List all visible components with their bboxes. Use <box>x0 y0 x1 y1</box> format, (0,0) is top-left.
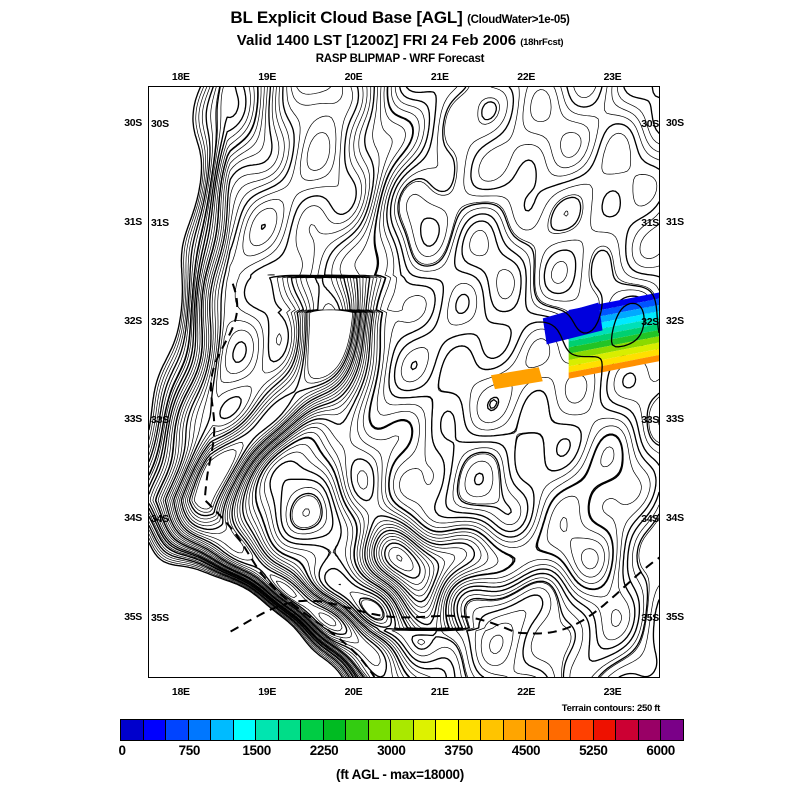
axis-tick-top-0: 18E <box>171 71 190 83</box>
colorbar-tick-0: 0 <box>118 743 126 758</box>
colorbar-scale[interactable] <box>120 719 684 741</box>
colorbar-container: 0 750 1500 2250 3000 3750 4500 5250 6000 <box>118 719 684 761</box>
colorbar-swatch-9 <box>323 720 347 740</box>
colorbar-tick-6: 4500 <box>511 743 541 758</box>
colorbar-swatch-24 <box>661 720 683 740</box>
axis-tick-left-4: 34S <box>124 512 142 525</box>
axis-tick-top-3: 21E <box>430 71 449 83</box>
colorbar-swatch-5 <box>233 720 257 740</box>
axis-tick-bottom-1: 19E <box>258 686 277 698</box>
axis-tick-right-5: 35S <box>666 610 684 623</box>
colorbar-swatch-21 <box>593 720 617 740</box>
title-main-text: BL Explicit Cloud Base [AGL] <box>230 8 463 27</box>
axis-tick-bottom-4: 22E <box>517 686 536 698</box>
colorbar-swatch-7 <box>278 720 302 740</box>
axis-tick-left-2: 32S <box>124 314 142 327</box>
colorbar-swatch-15 <box>458 720 482 740</box>
colorbar-swatch-13 <box>413 720 437 740</box>
axis-tick-bottom-0: 18E <box>171 686 190 698</box>
colorbar-swatch-19 <box>548 720 572 740</box>
valid-time-text: Valid 1400 LST [1200Z] FRI 24 Feb 2006 <box>236 32 517 49</box>
axis-tick-right-1: 31S <box>666 216 684 229</box>
colorbar-swatch-16 <box>481 720 504 740</box>
colorbar-swatch-20 <box>571 720 594 740</box>
colorbar-swatch-3 <box>188 720 212 740</box>
axis-tick-right-0: 30S <box>666 117 684 130</box>
axis-tick-top-5: 23E <box>603 71 622 83</box>
colorbar-swatch-6 <box>256 720 279 740</box>
colorbar-swatch-11 <box>368 720 392 740</box>
colorbar-tick-labels: 0 750 1500 2250 3000 3750 4500 5250 6000 <box>118 743 684 761</box>
axis-tick-left-3: 33S <box>124 413 142 426</box>
colorbar-tick-4: 3000 <box>377 743 406 758</box>
axis-tick-right-3: 33S <box>666 413 684 426</box>
axis-tick-bottom-3: 21E <box>430 686 449 698</box>
forecast-hour-badge: (18hrFcst) <box>520 37 564 48</box>
page-title: BL Explicit Cloud Base [AGL] (CloudWater… <box>0 8 800 28</box>
colorbar-swatch-12 <box>391 720 414 740</box>
axis-tick-top-1: 19E <box>258 71 277 83</box>
colorbar-swatch-10 <box>346 720 369 740</box>
map-plot-frame[interactable]: 30S 31S 32S 33S 34S 35S 30S 31S 32S 33S 34S 35S <box>148 86 660 678</box>
colorbar-swatch-22 <box>616 720 639 740</box>
colorbar-swatch-4 <box>211 720 234 740</box>
axis-tick-left-1: 31S <box>124 216 142 229</box>
axis-tick-left-0: 30S <box>124 117 142 130</box>
axis-tick-right-2: 32S <box>666 314 684 327</box>
colorbar-tick-8: 6000 <box>646 743 675 758</box>
colorbar-tick-3: 2250 <box>309 743 339 758</box>
axis-tick-top-2: 20E <box>344 71 363 83</box>
map-canvas <box>149 87 659 677</box>
colorbar-tick-1: 750 <box>178 743 201 758</box>
colorbar-swatch-23 <box>638 720 662 740</box>
axis-tick-left-5: 35S <box>124 610 142 623</box>
colorbar-tick-7: 5250 <box>579 743 608 758</box>
title-qualifier: (CloudWater>1e-05) <box>467 14 570 26</box>
colorbar-tick-2: 1500 <box>242 743 271 758</box>
terrain-contour-note: Terrain contours: 250 ft <box>561 703 661 714</box>
valid-time-line: Valid 1400 LST [1200Z] FRI 24 Feb 2006 (… <box>0 32 800 49</box>
title-block: BL Explicit Cloud Base [AGL] (CloudWater… <box>0 0 800 65</box>
axis-tick-top-4: 22E <box>517 71 536 83</box>
colorbar-tick-5: 3750 <box>444 743 473 758</box>
colorbar-swatch-18 <box>526 720 549 740</box>
colorbar-swatch-14 <box>436 720 459 740</box>
axis-tick-right-4: 34S <box>666 512 684 525</box>
colorbar-swatch-17 <box>503 720 527 740</box>
model-subtitle: RASP BLIPMAP - WRF Forecast <box>315 53 485 65</box>
colorbar-swatch-2 <box>166 720 189 740</box>
colorbar-units-caption: (ft AGL - max=18000) <box>336 767 464 782</box>
axis-tick-bottom-2: 20E <box>344 686 363 698</box>
colorbar-swatch-1 <box>143 720 167 740</box>
colorbar-swatch-8 <box>301 720 324 740</box>
colorbar-swatch-0 <box>121 720 144 740</box>
axis-tick-bottom-5: 23E <box>603 686 622 698</box>
